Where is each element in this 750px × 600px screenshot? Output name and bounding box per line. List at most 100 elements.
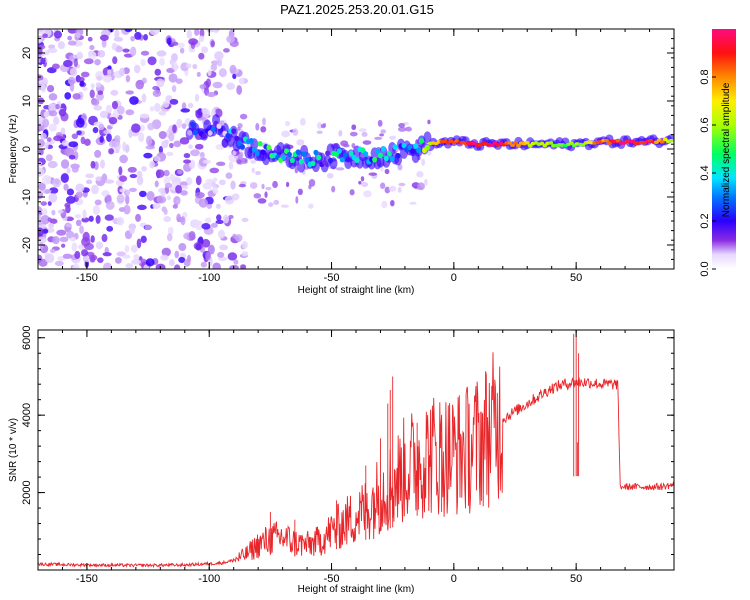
ridge-cell [295,149,301,156]
noise-blob [89,254,98,261]
spectrogram-y-label: Frequency (Hz) [8,115,19,184]
ridge-cell [342,152,348,159]
noise-blob [114,29,120,39]
ridge-cell [507,141,513,145]
noise-blob [79,80,85,87]
noise-blob [239,113,248,120]
noise-blob [163,216,171,223]
noise-blob [201,238,211,248]
noise-blob [114,135,121,143]
ridge-cell [542,143,548,148]
noise-blob [264,191,268,198]
noise-blob [379,182,386,189]
noise-blob [40,132,47,140]
noise-blob [38,254,43,263]
noise-blob [204,217,212,224]
ridge-cell [345,156,351,163]
noise-blob [143,152,153,159]
noise-blob [397,186,402,193]
noise-blob [185,63,192,69]
noise-blob [342,144,350,148]
noise-blob [180,190,188,196]
noise-blob [358,128,367,133]
noise-blob [268,202,274,207]
noise-blob [64,92,72,100]
noise-blob [111,100,119,110]
noise-blob [205,29,215,33]
noise-blob [42,33,48,38]
noise-blob [38,236,47,244]
noise-blob [107,65,112,70]
noise-blob [119,175,128,182]
noise-blob [85,173,95,179]
colorbar-tick-label: 0.0 [699,261,711,276]
noise-blob [177,169,183,175]
noise-blob [99,135,104,143]
noise-blob [166,37,172,45]
noise-blob [95,241,104,250]
noise-blob [97,257,104,263]
noise-blob [140,50,150,56]
noise-blob [38,80,48,85]
noise-blob [349,189,355,196]
noise-blob [235,234,243,243]
ridge-cell [336,148,342,154]
noise-blob [67,35,73,41]
noise-blob [49,110,58,117]
noise-blob [74,214,82,219]
noise-blob [122,254,131,259]
ridge-halo [297,160,306,173]
noise-blob [261,183,265,190]
noise-blob [125,263,133,269]
noise-blob [38,38,42,44]
ridge-cell [281,154,287,160]
noise-blob [51,209,56,216]
noise-blob [389,135,397,140]
noise-blob [130,244,138,253]
noise-blob [61,243,66,248]
noise-blob [48,102,58,112]
y-tick-label: 4000 [21,403,33,427]
ridge-cell [515,143,521,148]
noise-blob [73,58,78,68]
noise-blob [62,253,73,259]
noise-blob [71,165,79,173]
ridge-cell [510,143,516,148]
noise-blob [159,57,165,66]
noise-blob [71,133,79,140]
x-tick-label: -100 [198,272,220,284]
noise-blob [257,198,267,204]
noise-blob [236,159,242,164]
noise-blob [146,191,155,201]
noise-blob [212,177,218,183]
noise-blob [176,213,182,223]
noise-blob [195,175,202,186]
noise-blob [154,68,162,76]
noise-blob [141,165,147,172]
noise-blob [83,58,94,65]
x-tick-label: -100 [198,573,220,585]
noise-blob [57,41,66,50]
noise-blob [169,173,176,181]
noise-blob [192,63,198,70]
noise-blob [105,200,115,210]
noise-blob [51,63,60,70]
ridge-cell [395,152,401,159]
noise-blob [104,179,114,184]
ridge-cell [386,150,392,157]
noise-blob [209,167,220,174]
ridge-cell [360,147,366,154]
noise-blob [38,141,41,150]
noise-blob [361,131,368,137]
ridge-cell [301,151,307,157]
y-tick-label: 10 [21,95,33,107]
noise-blob [178,256,186,264]
noise-blob [129,96,139,105]
noise-blob [124,245,130,253]
ridge-cell [407,144,413,151]
noise-blob [241,217,249,223]
spectrogram-x-label: Height of straight line (km) [298,285,415,296]
noise-blob [125,189,131,196]
noise-blob [144,224,152,231]
noise-blob [91,99,100,106]
